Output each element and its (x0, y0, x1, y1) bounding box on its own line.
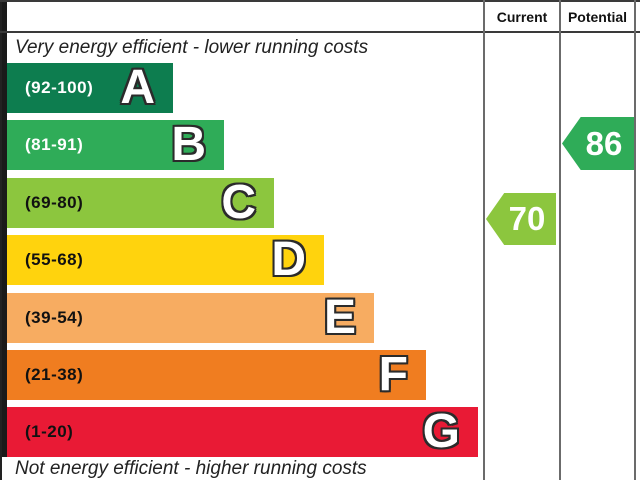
current-column-divider (483, 0, 485, 480)
potential-column-divider (559, 0, 561, 480)
header-bottom-line (0, 31, 640, 33)
table-top-line (0, 0, 640, 2)
band-letter: C (221, 176, 256, 229)
current-rating-value: 70 (508, 200, 546, 237)
band-range-label: (69-80) (25, 193, 84, 212)
band-letter: G (422, 405, 460, 458)
band-b: (81-91) B (7, 120, 224, 170)
table-right-line (634, 0, 636, 480)
band-range-label: (55-68) (25, 250, 84, 269)
band-range-label: (39-54) (25, 308, 84, 327)
chart-left-border-bar (0, 0, 7, 457)
potential-rating-value: 86 (585, 124, 623, 162)
potential-rating-arrow: 86 (562, 117, 634, 170)
band-e: (39-54) E (7, 293, 374, 343)
band-f: (21-38) F (7, 350, 426, 400)
current-rating-arrow: 70 (486, 193, 556, 245)
band-letter: F (378, 348, 408, 401)
bottom-caption: Not energy efficient - higher running co… (15, 458, 367, 479)
potential-column-header: Potential (567, 8, 628, 25)
band-range-label: (1-20) (25, 422, 74, 441)
top-caption: Very energy efficient - lower running co… (15, 37, 369, 58)
current-column-header: Current (496, 8, 548, 25)
band-c: (69-80) C (7, 178, 274, 228)
band-d: (55-68) D (7, 235, 324, 285)
band-letter: E (323, 291, 356, 344)
band-letter: B (171, 118, 206, 171)
band-letter: D (271, 233, 306, 286)
band-range-label: (92-100) (25, 78, 94, 97)
band-a: (92-100) A (7, 63, 173, 113)
band-letter: A (120, 61, 155, 114)
band-range-label: (21-38) (25, 365, 84, 384)
band-g: (1-20) G (7, 407, 478, 457)
table-left-line (0, 0, 2, 480)
band-range-label: (81-91) (25, 135, 84, 154)
